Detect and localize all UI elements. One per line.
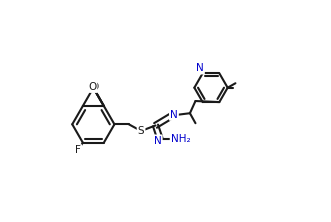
Text: O: O: [88, 82, 96, 92]
Text: N: N: [154, 135, 162, 146]
Text: S: S: [138, 126, 144, 136]
Text: N: N: [196, 63, 204, 73]
Text: F: F: [75, 145, 81, 155]
Text: N: N: [170, 110, 178, 120]
Text: O: O: [90, 82, 99, 92]
Text: NH₂: NH₂: [171, 134, 190, 144]
